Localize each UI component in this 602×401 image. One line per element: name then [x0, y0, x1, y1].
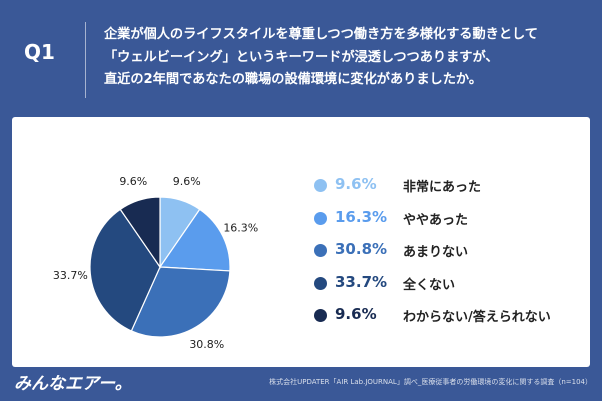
legend-label: 全くない — [403, 277, 456, 293]
legend-item: 16.3% ややあった — [300, 205, 590, 238]
header-divider — [85, 22, 86, 98]
legend-percent: 9.6% — [335, 175, 377, 193]
legend-label: わからない/答えられない — [403, 310, 551, 325]
question-header: Q1 企業が個人のライフスタイルを尊重しつつ働き方を多様化する動きとして 「ウェ… — [0, 0, 602, 110]
pie-slice-label: 33.7% — [53, 269, 88, 282]
legend-swatch — [314, 244, 327, 257]
pie-slice — [119, 196, 161, 269]
chart-legend: 9.6% 非常にあった 16.3% ややあった 30.8% あまりない 33.7% 全くない 9… — [300, 172, 590, 335]
pie-slice-label: 30.8% — [189, 338, 224, 351]
legend-swatch — [314, 211, 327, 225]
question-text: 企業が個人のライフスタイルを尊重しつつ働き方を多様化する動きとして 「ウェルビー… — [104, 24, 594, 92]
legend-label: あまりない — [403, 245, 469, 260]
legend-swatch — [314, 179, 327, 192]
legend-swatch — [314, 309, 327, 322]
question-line: 企業が個人のライフスタイルを尊重しつつ働き方を多様化する動きとして — [104, 27, 538, 42]
pie-slice — [130, 266, 231, 338]
pie-slice-label: 9.6% — [119, 175, 147, 188]
legend-label: ややあった — [403, 212, 469, 228]
legend-percent: 16.3% — [335, 207, 388, 226]
legend-percent: 9.6% — [335, 305, 377, 323]
pie-chart: 9.6% 16.3% 30.8% 33.7% 9.6% — [53, 175, 258, 351]
legend-percent: 30.8% — [335, 240, 388, 258]
pie-slice — [158, 208, 231, 272]
pie-slice-label: 9.6% — [173, 175, 201, 188]
legend-label: 非常にあった — [403, 180, 482, 195]
legend-item: 30.8% あまりない — [300, 237, 590, 270]
legend-item: 9.6% わからない/答えられない — [300, 302, 590, 335]
legend-item: 33.7% 全くない — [300, 270, 590, 303]
question-line: 直近の2年間であなたの職場の設備環境に変化がありましたか。 — [104, 72, 483, 87]
pie-slice — [89, 208, 161, 332]
pie-slice-label: 16.3% — [223, 221, 258, 234]
legend-item: 9.6% 非常にあった — [300, 172, 590, 205]
legend-swatch — [314, 276, 327, 290]
legend-percent: 33.7% — [335, 272, 388, 291]
brand-logo: みんなエアー。 — [14, 374, 132, 394]
question-line: 「ウェルビーイング」というキーワードが浸透しつつありますが、 — [104, 49, 499, 65]
source-note: 株式会社UPDATER「AIR Lab.JOURNAL」調べ_医療従事者の労働環… — [269, 378, 592, 386]
question-number: Q1 — [24, 40, 55, 64]
